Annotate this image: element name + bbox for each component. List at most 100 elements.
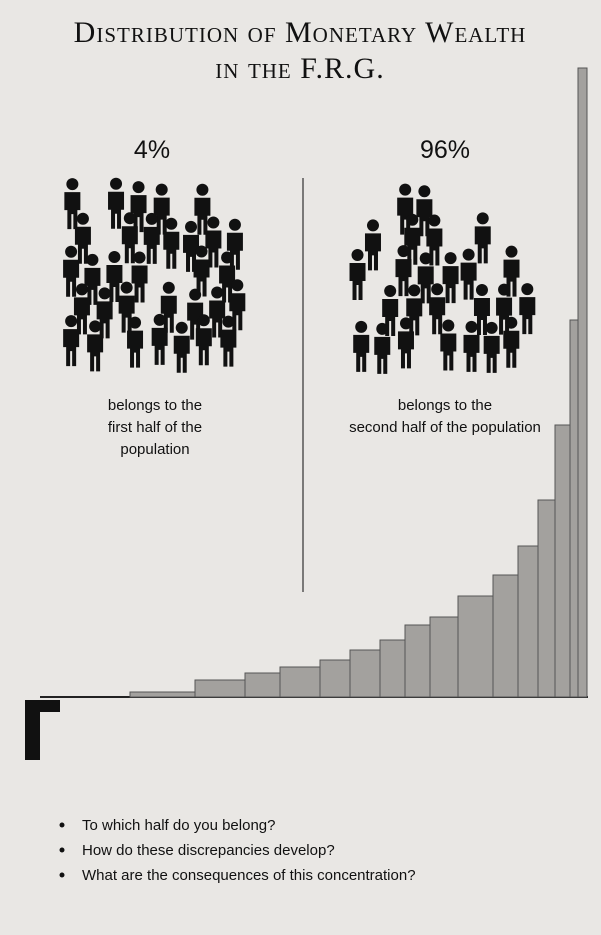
person-icon: [173, 321, 190, 373]
person-head: [397, 245, 410, 258]
person-icon: [404, 213, 421, 265]
person-body: [121, 226, 138, 264]
person-head: [376, 322, 389, 335]
person-body: [74, 226, 91, 264]
person-icon: [84, 253, 101, 305]
person-body: [519, 297, 536, 335]
step: [554, 424, 571, 698]
person-head: [75, 283, 88, 296]
person-head: [428, 214, 441, 227]
person-icon: [73, 283, 90, 335]
person-head: [76, 212, 89, 225]
person-head: [355, 320, 368, 333]
person-head: [444, 252, 457, 265]
person-icon: [442, 252, 459, 304]
person-body: [460, 262, 477, 300]
person-head: [399, 183, 412, 196]
person-head: [133, 251, 146, 264]
step: [457, 595, 494, 698]
caption-line: belongs to the: [108, 397, 202, 414]
person-head: [475, 283, 488, 296]
caption-line: first half of the: [108, 419, 202, 436]
questions: To which half do you belong? How do these…: [59, 817, 416, 884]
person-head: [165, 217, 178, 230]
person-icon: [220, 315, 237, 367]
person-head: [196, 183, 209, 196]
step: [319, 659, 351, 698]
person-head: [66, 178, 79, 191]
person-head: [418, 185, 431, 198]
person-body: [364, 233, 381, 271]
person-body: [483, 335, 500, 373]
person-icon: [463, 320, 480, 372]
person-head: [211, 286, 224, 299]
person-head: [442, 319, 455, 332]
person-head: [505, 316, 518, 329]
person-icon: [503, 316, 520, 368]
person-head: [120, 281, 133, 294]
person-body: [173, 335, 190, 373]
person-head: [521, 283, 534, 296]
person-head: [431, 283, 444, 296]
person-icon: [87, 320, 104, 372]
person-head: [498, 283, 511, 296]
person-body: [151, 327, 168, 365]
person-head: [185, 220, 198, 233]
person-head: [175, 321, 188, 334]
share-label: 4%: [134, 136, 170, 164]
person-icon: [460, 248, 477, 300]
person-head: [98, 287, 111, 300]
person-icon: [440, 319, 457, 371]
person-head: [485, 321, 498, 334]
title-line: Distribution of Monetary Wealth: [74, 16, 527, 49]
person-head: [366, 219, 379, 232]
person-body: [440, 333, 457, 371]
bullet: [59, 847, 65, 853]
person-head: [408, 284, 421, 297]
person-icon: [473, 283, 490, 335]
person-body: [220, 329, 237, 367]
person-body: [87, 334, 104, 372]
step: [244, 672, 281, 698]
person-body: [209, 300, 226, 338]
person-body: [63, 259, 80, 297]
person-icon: [209, 286, 226, 338]
person-body: [205, 230, 222, 268]
bullet: [59, 872, 65, 878]
person-head: [65, 315, 78, 328]
pictogram: [63, 177, 536, 374]
person-icon: [160, 281, 177, 333]
person-body: [64, 192, 81, 230]
step: [279, 666, 321, 698]
step: [404, 624, 431, 698]
person-head: [231, 279, 244, 292]
person-body: [463, 334, 480, 372]
person-icon: [64, 178, 81, 230]
person-icon: [96, 287, 113, 339]
person-head: [162, 281, 175, 294]
question: To which half do you belong?: [82, 817, 275, 834]
person-icon: [474, 212, 491, 264]
person-icon: [519, 283, 536, 335]
person-body: [374, 336, 391, 374]
person-body: [131, 265, 148, 303]
person-head: [108, 251, 121, 264]
person-head: [351, 249, 364, 262]
person-body: [84, 267, 101, 305]
step: [194, 679, 246, 698]
person-body: [416, 199, 433, 237]
person-icon: [163, 217, 180, 269]
person-head: [384, 285, 397, 298]
person-icon: [151, 313, 168, 365]
person-icon: [121, 212, 138, 264]
bullet: [59, 822, 65, 828]
person-body: [193, 259, 210, 297]
person-body: [503, 330, 520, 368]
person-body: [404, 227, 421, 265]
person-icon: [130, 181, 147, 233]
person-head: [189, 288, 202, 301]
person-head: [465, 320, 478, 333]
person-head: [123, 212, 136, 225]
